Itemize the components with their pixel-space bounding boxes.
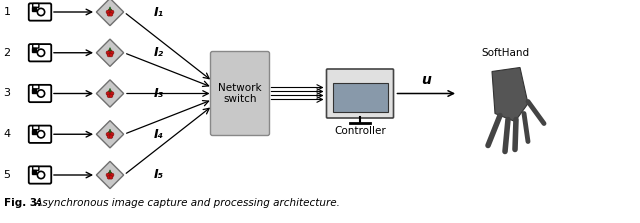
Text: 5: 5	[3, 170, 10, 180]
Polygon shape	[97, 80, 124, 107]
Circle shape	[108, 9, 112, 12]
FancyBboxPatch shape	[29, 166, 51, 184]
Circle shape	[110, 10, 114, 14]
Text: u: u	[421, 74, 431, 87]
Text: Fig. 3:: Fig. 3:	[4, 198, 41, 208]
Circle shape	[109, 53, 113, 57]
Circle shape	[107, 176, 111, 179]
Polygon shape	[97, 161, 124, 189]
Polygon shape	[97, 0, 124, 26]
Circle shape	[109, 12, 113, 16]
Circle shape	[109, 176, 113, 179]
Circle shape	[108, 90, 112, 94]
Text: Controller: Controller	[334, 126, 386, 136]
Text: I₄: I₄	[154, 128, 164, 141]
Polygon shape	[109, 129, 111, 132]
Circle shape	[108, 172, 112, 175]
FancyBboxPatch shape	[29, 3, 51, 21]
Polygon shape	[97, 39, 124, 66]
FancyBboxPatch shape	[29, 44, 51, 61]
FancyBboxPatch shape	[29, 126, 51, 143]
Circle shape	[110, 51, 114, 54]
Polygon shape	[109, 47, 111, 51]
FancyBboxPatch shape	[326, 69, 394, 118]
Circle shape	[37, 49, 45, 56]
FancyBboxPatch shape	[29, 85, 51, 102]
Text: 2: 2	[3, 48, 11, 58]
Polygon shape	[97, 121, 124, 148]
Circle shape	[106, 173, 109, 177]
FancyBboxPatch shape	[211, 52, 269, 136]
FancyBboxPatch shape	[33, 167, 39, 170]
Text: I₅: I₅	[154, 169, 164, 182]
FancyBboxPatch shape	[33, 44, 39, 48]
Circle shape	[107, 94, 111, 98]
Text: SoftHand: SoftHand	[481, 48, 529, 58]
Text: 4: 4	[3, 129, 11, 139]
Polygon shape	[492, 68, 528, 122]
Text: I₂: I₂	[154, 46, 164, 59]
Text: Network
switch: Network switch	[218, 83, 262, 104]
Circle shape	[107, 135, 111, 138]
Circle shape	[110, 132, 114, 136]
Circle shape	[37, 171, 45, 179]
Polygon shape	[109, 7, 111, 10]
Circle shape	[106, 132, 109, 136]
FancyBboxPatch shape	[33, 126, 39, 130]
FancyBboxPatch shape	[333, 83, 387, 112]
Circle shape	[110, 92, 114, 95]
FancyBboxPatch shape	[33, 85, 39, 89]
Circle shape	[107, 53, 111, 57]
Circle shape	[110, 173, 114, 177]
Polygon shape	[109, 88, 111, 91]
Circle shape	[106, 10, 109, 14]
Circle shape	[37, 90, 45, 97]
Circle shape	[108, 50, 112, 53]
Circle shape	[109, 94, 113, 98]
Polygon shape	[109, 170, 111, 173]
Circle shape	[106, 51, 109, 54]
Text: I₃: I₃	[154, 87, 164, 100]
Text: I₁: I₁	[154, 6, 164, 19]
Text: Asynchronous image capture and processing architecture.: Asynchronous image capture and processin…	[32, 198, 340, 208]
Circle shape	[106, 92, 109, 95]
FancyBboxPatch shape	[33, 4, 39, 7]
Circle shape	[107, 12, 111, 16]
Circle shape	[37, 8, 45, 16]
Text: 1: 1	[3, 7, 10, 17]
Circle shape	[109, 135, 113, 138]
Circle shape	[108, 131, 112, 135]
Circle shape	[37, 131, 45, 138]
Text: 3: 3	[3, 89, 10, 99]
